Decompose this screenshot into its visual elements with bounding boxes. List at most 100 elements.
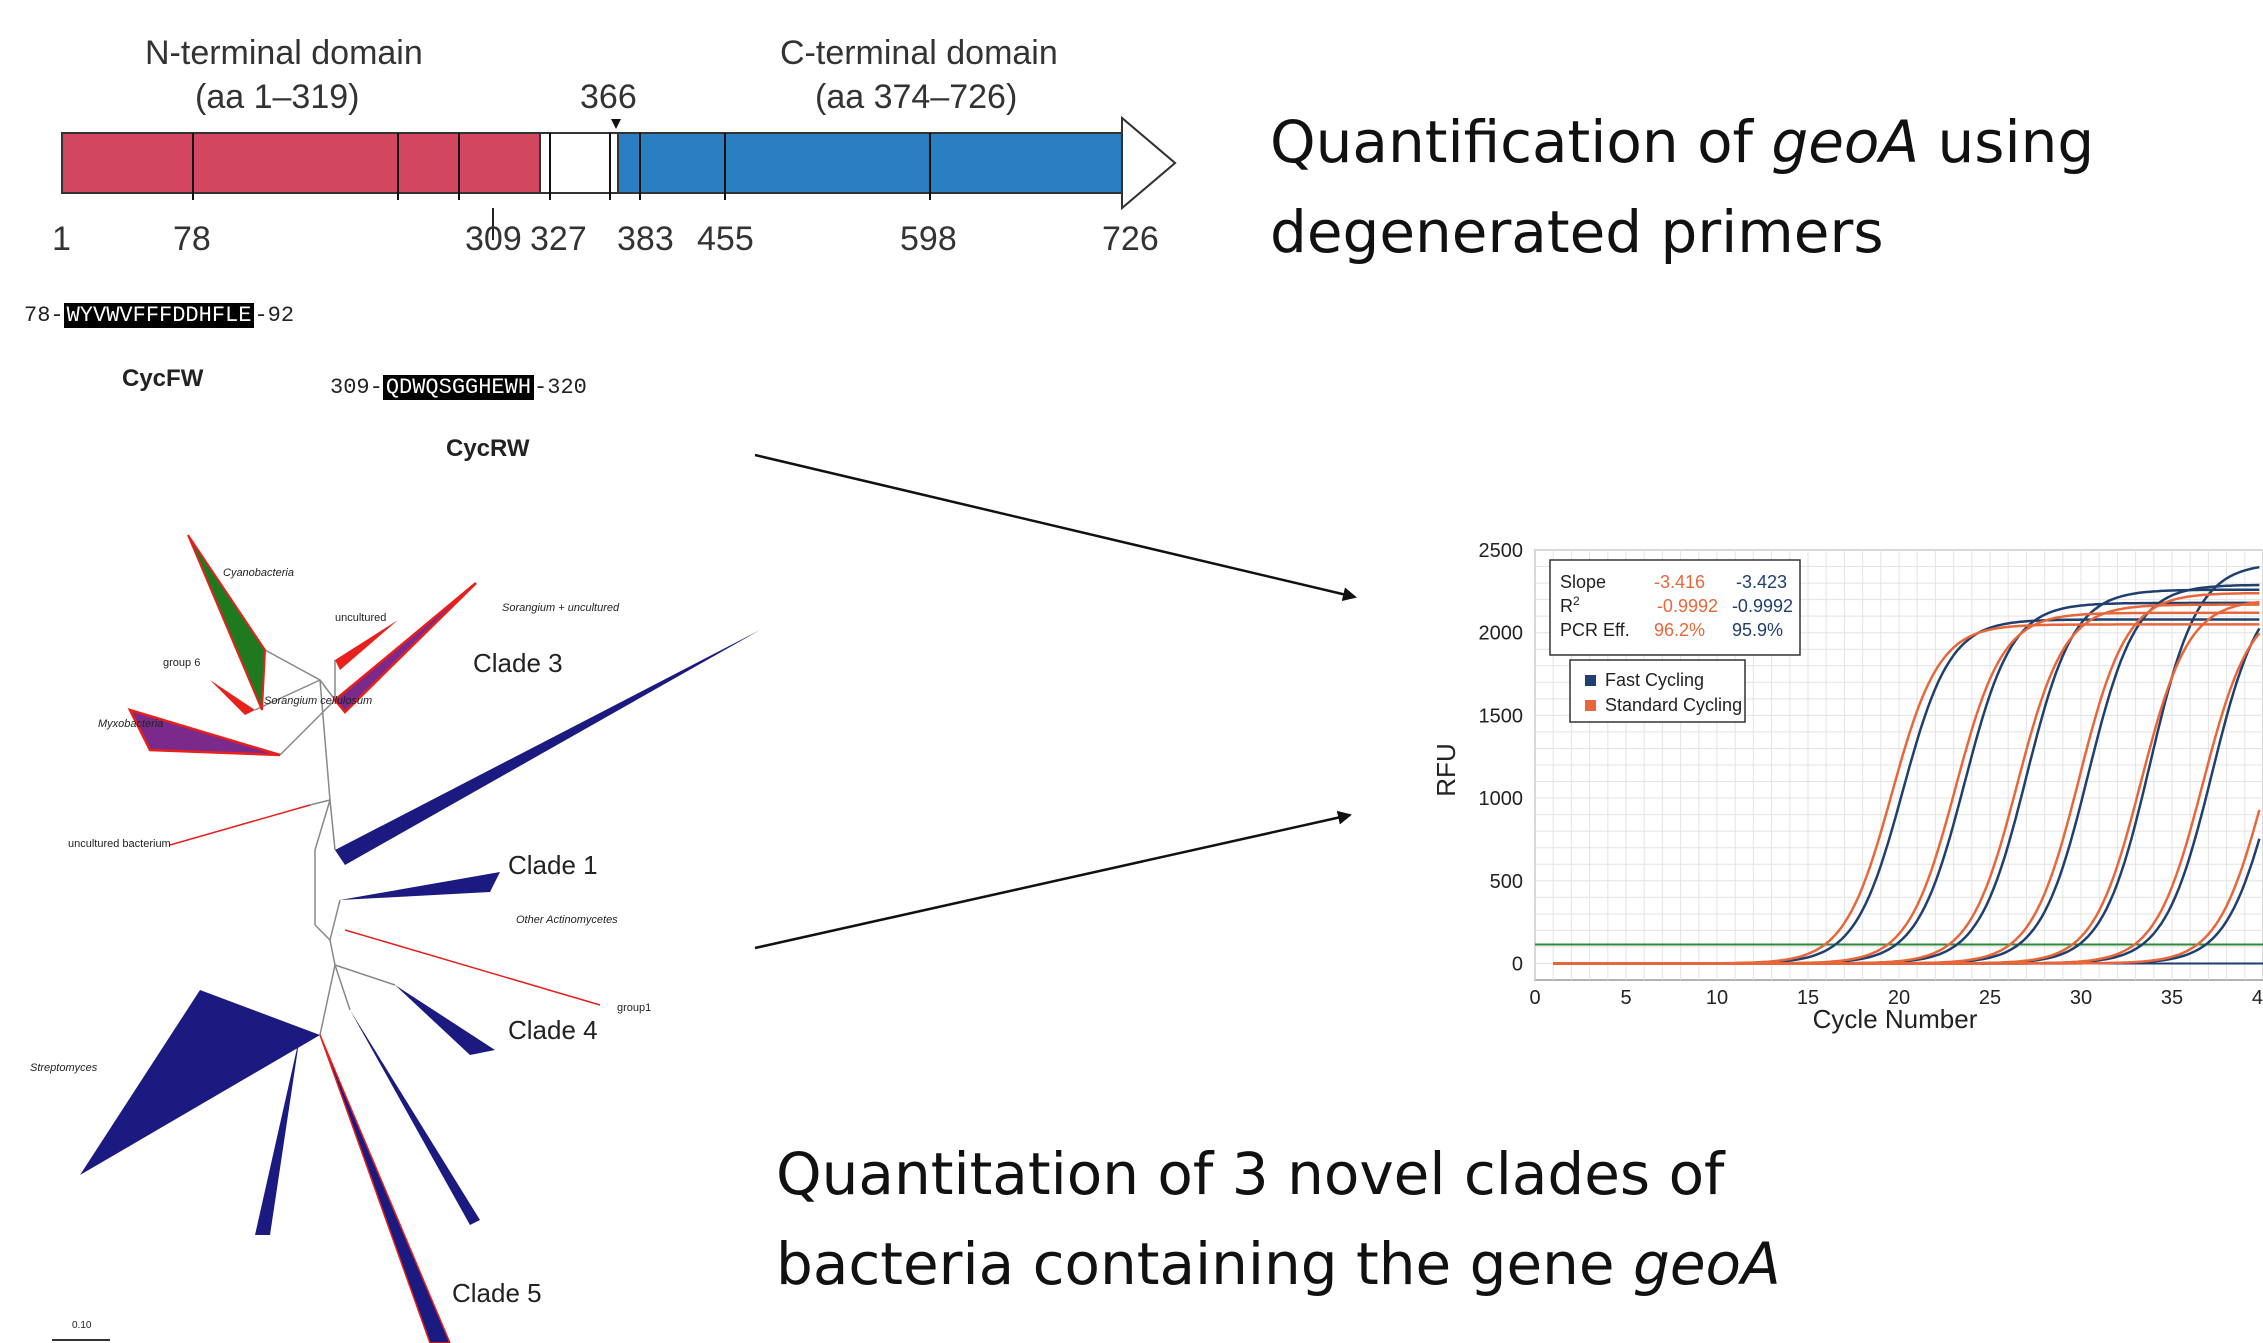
phylogenetic-tree xyxy=(52,534,760,1343)
x-tick-label: 35 xyxy=(2161,987,2183,1009)
x-tick-label: 25 xyxy=(1979,987,2001,1009)
marker-366-label: 366 xyxy=(580,78,637,116)
headline-1-line-2: degenerated primers xyxy=(1270,197,1884,266)
myxobacteria-wedge xyxy=(127,707,281,757)
y-tick-label: 2500 xyxy=(1479,540,1524,562)
svg-text:R2: R2 xyxy=(1560,594,1580,616)
tree-label-group6: group 6 xyxy=(163,657,201,669)
clade3-label: Clade 3 xyxy=(473,648,563,678)
uncultured-bacterium-branch xyxy=(169,804,311,846)
cycfw-label: CycFW xyxy=(122,365,204,392)
streptomyces-wedge xyxy=(80,990,320,1175)
x-tick-label: 20 xyxy=(1888,987,1910,1009)
pos-383: 383 xyxy=(617,220,674,258)
y-tick-label: 1500 xyxy=(1479,705,1524,727)
svg-text:96.2%: 96.2% xyxy=(1654,620,1705,640)
streptomyces-mid-wedge xyxy=(255,1035,300,1235)
pos-327: 327 xyxy=(530,220,587,258)
clade4-lower-wedge xyxy=(350,1010,480,1225)
y-tick-label: 2000 xyxy=(1479,623,1524,645)
headline-1-line-1: Quantification of geoA using xyxy=(1270,108,2095,176)
x-tick-label: 5 xyxy=(1620,987,1631,1009)
x-tick-label: 30 xyxy=(2070,987,2092,1009)
c-terminal-range: (aa 374–726) xyxy=(815,78,1018,116)
svg-text:-3.423: -3.423 xyxy=(1736,572,1787,592)
legend-swatch-standard xyxy=(1585,700,1596,711)
svg-text:-0.9992: -0.9992 xyxy=(1732,596,1793,616)
n-terminal-domain xyxy=(61,132,541,194)
arrow-tree-to-qpcr xyxy=(754,810,1352,950)
chart-legend: Fast Cycling Standard Cycling xyxy=(1569,659,1746,723)
x-tick-label: 10 xyxy=(1706,987,1728,1009)
amplification-curve xyxy=(1553,809,2261,965)
tree-branches xyxy=(254,649,396,1036)
legend-label-standard: Standard Cycling xyxy=(1605,695,1742,715)
clade3-wedge xyxy=(333,582,477,714)
amplification-curves xyxy=(1535,565,2263,965)
group6-wedge xyxy=(210,680,255,715)
clade1-long-wedge xyxy=(335,630,760,865)
pos-598: 598 xyxy=(900,220,957,258)
cycfw-sequence: 78- WYVWVFFFDDHFLE -92 xyxy=(24,303,295,328)
tree-label-other-actinomycetes: Other Actinomycetes xyxy=(516,914,618,926)
tree-label-uncultured-bacterium: uncultured bacterium xyxy=(68,838,171,850)
headline-2-line-2: bacteria containing the gene geoA xyxy=(776,1229,1781,1298)
legend-swatch-fast xyxy=(1585,675,1596,686)
n-terminal-title: N-terminal domain xyxy=(145,34,423,72)
y-tick-label: 1000 xyxy=(1479,788,1524,810)
legend-label-fast: Fast Cycling xyxy=(1605,670,1704,690)
svg-text:-3.416: -3.416 xyxy=(1654,572,1705,592)
marker-366-pointer xyxy=(611,119,621,129)
tree-label-group1: group1 xyxy=(617,1002,652,1014)
arrow-primers-to-qpcr xyxy=(754,453,1357,602)
y-tick-label: 0 xyxy=(1512,953,1523,975)
y-tick-label: 500 xyxy=(1490,871,1523,893)
cyanobacteria-wedge xyxy=(187,534,267,711)
domain-ticks xyxy=(192,133,931,200)
tree-label-uncultured: uncultured xyxy=(335,612,387,624)
headline-quantification: Quantification of geoA using degenerated… xyxy=(1270,98,2094,278)
pos-1: 1 xyxy=(52,220,71,258)
group1-branch xyxy=(344,929,601,1006)
x-axis-title: Cycle Number xyxy=(1813,1004,1978,1034)
c-terminal-arrowhead xyxy=(1121,115,1177,211)
clade5-label: Clade 5 xyxy=(452,1278,542,1308)
clade1-wedge xyxy=(340,872,500,900)
pos-455: 455 xyxy=(697,220,754,258)
tree-label-sorangium-uncultured: Sorangium + uncultured xyxy=(502,602,620,614)
svg-text:-0.9992: -0.9992 xyxy=(1657,596,1718,616)
headline-2-line-1: Quantitation of 3 novel clades of xyxy=(776,1140,1725,1208)
c-terminal-title: C-terminal domain xyxy=(780,34,1058,72)
headline-quantitation: Quantitation of 3 novel clades of bacter… xyxy=(776,1130,1781,1310)
pos-78: 78 xyxy=(173,220,211,258)
tree-label-cyanobacteria: Cyanobacteria xyxy=(223,567,294,579)
clade1-label: Clade 1 xyxy=(508,850,598,880)
y-axis-title: RFU xyxy=(1431,743,1461,796)
cycfw-highlight: WYVWVFFFDDHFLE xyxy=(63,303,255,328)
clade4-label: Clade 4 xyxy=(508,1015,598,1045)
svg-text:PCR Eff.: PCR Eff. xyxy=(1560,620,1630,640)
tree-label-sorangium-cellulosum: Sorangium cellulosum xyxy=(264,695,373,707)
svg-text:Slope: Slope xyxy=(1560,572,1606,592)
svg-text:95.9%: 95.9% xyxy=(1732,620,1783,640)
uncultured-wedge xyxy=(335,620,398,670)
tree-label-streptomyces: Streptomyces xyxy=(30,1062,98,1074)
tree-label-myxobacteria: Myxobacteria xyxy=(98,718,164,730)
axis-tick-labels: 0 5 10 15 20 25 30 35 40 0 500 1000 1500 2000 2500 xyxy=(1479,540,2263,1009)
x-tick-label: 0 xyxy=(1529,987,1540,1009)
n-terminal-range: (aa 1–319) xyxy=(195,78,360,116)
cycrw-label: CycRW xyxy=(446,435,530,462)
protein-domain-bar xyxy=(61,115,1177,240)
clade5-wedge xyxy=(319,1034,451,1343)
cycrw-highlight: QDWQSGGHEWH xyxy=(382,375,535,400)
x-tick-label: 40 xyxy=(2252,987,2263,1009)
clade4-wedge xyxy=(395,985,495,1055)
cycrw-sequence: 309- QDWQSGGHEWH -320 xyxy=(330,375,587,400)
qpcr-chart: 0 5 10 15 20 25 30 35 40 0 500 1000 1500 2000 2500 Cyc… xyxy=(1431,540,2263,1034)
x-tick-label: 15 xyxy=(1797,987,1819,1009)
stats-box: Slope -3.416 -3.423 R2 -0.9992 -0.9992 P… xyxy=(1549,559,1801,656)
tree-label-scale: 0.10 xyxy=(72,1320,92,1331)
pos-726: 726 xyxy=(1102,220,1159,258)
pos-309: 309 xyxy=(465,220,522,258)
